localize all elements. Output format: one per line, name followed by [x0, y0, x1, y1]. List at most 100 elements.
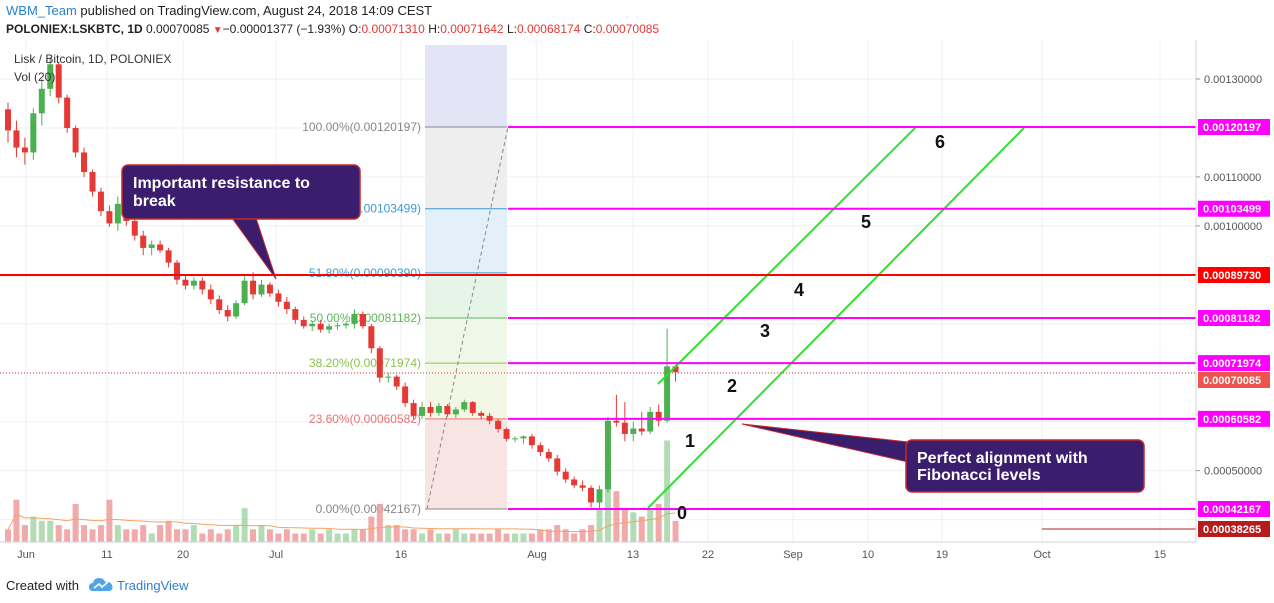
fib-zone: [425, 418, 507, 509]
fib-zone: [425, 318, 507, 364]
volume-bar: [292, 533, 299, 542]
candle-body: [410, 403, 417, 416]
low-label: L:: [503, 22, 517, 36]
candle-body: [613, 420, 620, 423]
volume-bar: [495, 529, 502, 542]
volume-bar: [402, 529, 409, 542]
candle-body: [89, 172, 96, 192]
time-tick-label: 15: [1154, 549, 1166, 561]
candle-body: [21, 147, 28, 153]
volume-bar: [21, 525, 28, 542]
time-tick-label: 20: [177, 549, 189, 561]
candle-body: [47, 64, 54, 89]
last-price: 0.00070085: [146, 22, 210, 36]
callout-resistance-text: Important resistance to: [133, 175, 310, 192]
wave-label: 2: [727, 376, 737, 396]
fib-zone: [425, 45, 507, 127]
price-chart[interactable]: 100.00%(0.00120197)61.80%(0.00103499)51.…: [0, 40, 1274, 568]
candle-body: [368, 326, 375, 349]
volume-bar: [157, 525, 164, 542]
candle-body: [343, 323, 349, 326]
chart-title: Lisk / Bitcoin, 1D, POLONIEX: [14, 52, 171, 66]
volume-bar: [190, 525, 197, 542]
volume-bar: [393, 525, 400, 542]
price-axis-label: 0.00060582: [1203, 414, 1261, 426]
wave-label: 3: [760, 321, 770, 341]
candle-body: [554, 458, 561, 472]
time-tick-label: 13: [627, 549, 639, 561]
volume-bar: [486, 533, 493, 542]
volume-bar: [512, 533, 518, 542]
candle-body: [376, 348, 383, 378]
fib-level-label: 38.20%(0.00071974): [309, 356, 421, 370]
created-with-text: Created with: [6, 578, 79, 593]
candle-body: [359, 313, 366, 327]
volume-bar: [638, 516, 645, 542]
price-axis-label-bg: [1198, 355, 1270, 372]
author-link[interactable]: WBM_Team: [6, 3, 77, 18]
candle-body: [452, 409, 459, 415]
candle-body: [588, 487, 595, 503]
candle-body: [604, 420, 611, 490]
volume-bar: [97, 525, 104, 542]
candle-body: [528, 436, 535, 446]
candle-body: [512, 438, 518, 440]
candle-body: [579, 485, 586, 488]
volume-bar: [528, 533, 535, 542]
candle-body: [486, 415, 493, 421]
publish-info: WBM_Team published on TradingView.com, A…: [6, 3, 432, 18]
wave-label: 4: [794, 280, 804, 300]
candle-body: [258, 284, 265, 295]
volume-bar: [368, 516, 375, 542]
candle-body: [81, 152, 88, 173]
chart-header: WBM_Team published on TradingView.com, A…: [0, 0, 1274, 40]
high-label: H:: [424, 22, 441, 36]
publish-text: published on TradingView.com, August 24,…: [76, 3, 433, 18]
candle-body: [64, 97, 71, 128]
fib-level-label: 0.00%(0.00042167): [316, 502, 421, 516]
volume-bar: [89, 529, 96, 542]
down-arrow-icon: ▼: [212, 25, 223, 36]
fib-level-label: 100.00%(0.00120197): [302, 120, 421, 134]
price-axis-label: 0.00042167: [1203, 504, 1261, 516]
candle-body: [241, 280, 248, 304]
volume-bar: [588, 525, 595, 542]
volume-bar: [309, 529, 316, 542]
callout-resistance-text: break: [133, 193, 176, 210]
candle-body: [402, 386, 409, 404]
volume-bar: [207, 529, 214, 542]
tradingview-link[interactable]: TradingView: [117, 578, 189, 593]
time-tick-label: 11: [101, 549, 112, 561]
candle-body: [106, 211, 113, 224]
time-tick-label: 22: [702, 549, 714, 561]
volume-bar: [520, 533, 527, 542]
time-tick-label: 10: [862, 549, 874, 561]
candle-body: [562, 471, 569, 480]
footer: Created with TradingView: [0, 570, 1274, 603]
price-axis-label: 0.00089730: [1203, 270, 1261, 282]
volume-bar: [359, 529, 366, 542]
fib-zone: [425, 272, 507, 318]
volume-bar: [503, 533, 510, 542]
candle-body: [140, 235, 147, 248]
candle-body: [97, 191, 104, 212]
candle-body: [621, 422, 628, 434]
volume-bar: [72, 503, 79, 542]
volume-bar: [64, 529, 71, 542]
chart-area[interactable]: 100.00%(0.00120197) 61.80%(0.00103499) 51.…: [0, 40, 1274, 568]
candle-body: [309, 323, 316, 327]
ohlc-bar: POLONIEX:LSKBTC, 1D 0.00070085 ▼−0.00001…: [6, 22, 659, 36]
volume-bar: [283, 529, 290, 542]
price-axis-label: 0.00081182: [1203, 313, 1261, 325]
candle-body: [427, 407, 434, 413]
time-tick-label: Jun: [17, 549, 35, 561]
volume-bar: [655, 503, 662, 542]
volume-bar: [38, 520, 45, 542]
volume-bar: [385, 525, 392, 542]
candle-body: [520, 436, 527, 439]
candle-body: [317, 323, 324, 330]
low-value: 0.00068174: [516, 22, 581, 36]
volume-bar: [334, 533, 341, 542]
candle-body: [233, 303, 240, 317]
candle-body: [266, 284, 273, 294]
